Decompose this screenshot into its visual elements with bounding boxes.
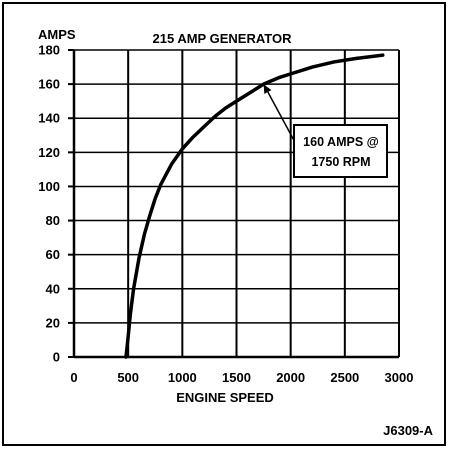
annotation-arrow [267, 91, 298, 147]
x-tick-label: 1000 [168, 370, 197, 385]
annotation-line-2: 1750 RPM [311, 155, 370, 169]
y-axis-label: AMPS [38, 27, 76, 42]
y-tick-label: 160 [38, 77, 60, 92]
y-tick-label: 60 [46, 247, 60, 262]
figure-id: J6309-A [383, 423, 433, 438]
annotation-arrowhead [263, 84, 272, 94]
y-tick-label: 120 [38, 145, 60, 160]
series-line [124, 53, 385, 359]
tick-labels: 0 500 1000 1500 2000 2500 3000 0 20 40 60 80 100 120 1… [38, 43, 413, 386]
annotation-line-1: 160 AMPS @ [303, 135, 379, 149]
y-tick-label: 80 [46, 213, 60, 228]
x-tick-label: 500 [117, 370, 139, 385]
x-tick-label: 0 [70, 370, 77, 385]
y-tick-label: 40 [46, 281, 60, 296]
y-tick-label: 140 [38, 111, 60, 126]
x-tick-label: 2500 [330, 370, 359, 385]
chart-title: 215 AMP GENERATOR [153, 31, 293, 46]
figure-frame [2, 2, 446, 446]
x-tick-label: 1500 [222, 370, 251, 385]
x-tick-label: 2000 [276, 370, 305, 385]
y-tick-label: 0 [53, 350, 60, 365]
y-tick-label: 20 [46, 315, 60, 330]
annotation-box [293, 124, 388, 178]
series-group [124, 53, 385, 359]
x-tick-label: 3000 [385, 370, 414, 385]
grid-lines [68, 49, 400, 359]
y-tick-label: 100 [38, 179, 60, 194]
y-tick-label: 180 [38, 43, 60, 58]
x-axis-label: ENGINE SPEED [176, 390, 274, 405]
